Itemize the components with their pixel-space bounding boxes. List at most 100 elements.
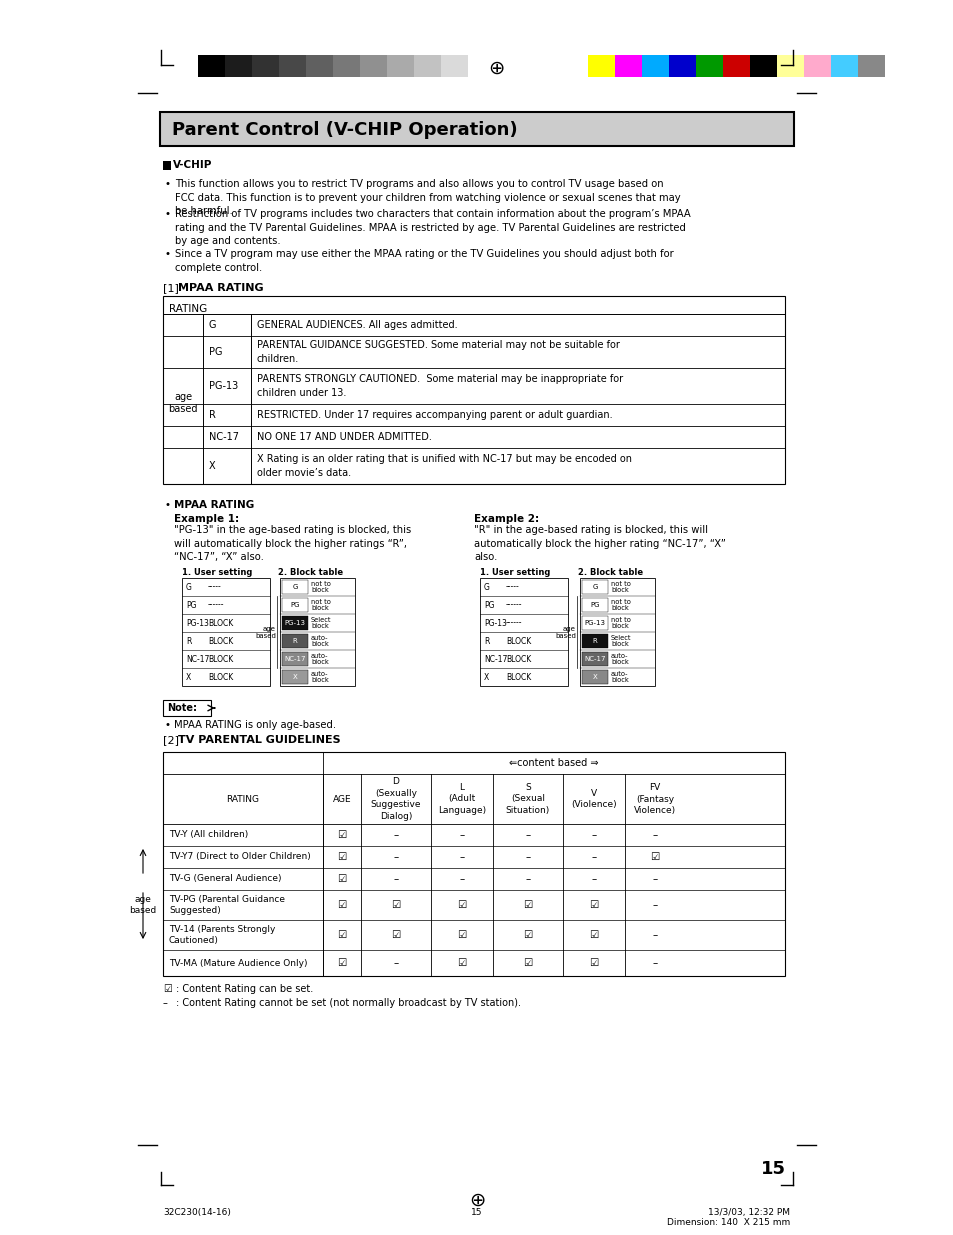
Text: BLOCK: BLOCK xyxy=(208,619,233,627)
Text: PG-13: PG-13 xyxy=(284,620,305,626)
Text: 15: 15 xyxy=(760,1160,785,1178)
Text: not to
block: not to block xyxy=(610,599,630,611)
Text: age
based: age based xyxy=(130,895,156,915)
Text: not to
block: not to block xyxy=(311,580,331,594)
Text: : Content Rating cannot be set (not normally broadcast by TV station).: : Content Rating cannot be set (not norm… xyxy=(175,998,520,1008)
Text: ⊕: ⊕ xyxy=(487,58,503,78)
Text: PG-13: PG-13 xyxy=(483,619,506,627)
Bar xyxy=(359,56,387,77)
Text: –: – xyxy=(459,830,464,840)
Text: –: – xyxy=(652,930,657,940)
Text: S
(Sexual
Situation): S (Sexual Situation) xyxy=(505,783,550,815)
Text: not to
block: not to block xyxy=(311,599,331,611)
Text: PG: PG xyxy=(483,600,494,610)
Text: ☑: ☑ xyxy=(523,900,532,910)
Bar xyxy=(830,56,857,77)
Text: Parent Control (V-CHIP Operation): Parent Control (V-CHIP Operation) xyxy=(172,121,517,140)
Bar xyxy=(163,296,784,484)
Bar xyxy=(581,598,607,613)
Text: RATING: RATING xyxy=(226,794,259,804)
Text: PG-13: PG-13 xyxy=(186,619,209,627)
Bar xyxy=(581,652,607,666)
Bar xyxy=(803,56,830,77)
Text: ☑: ☑ xyxy=(523,930,532,940)
Bar xyxy=(581,580,607,594)
Text: PG: PG xyxy=(209,347,222,357)
Text: not to
block: not to block xyxy=(610,580,630,594)
Text: Select
block: Select block xyxy=(610,635,631,647)
Bar xyxy=(387,56,414,77)
Bar xyxy=(722,56,749,77)
Text: ------: ------ xyxy=(208,600,224,610)
Text: X Rating is an older rating that is unified with NC-17 but may be encoded on
old: X Rating is an older rating that is unif… xyxy=(256,454,631,478)
Text: –: – xyxy=(163,998,168,1008)
Text: –: – xyxy=(393,830,398,840)
Text: "R" in the age-based rating is blocked, this will
automatically block the higher: "R" in the age-based rating is blocked, … xyxy=(474,525,725,562)
Text: X: X xyxy=(186,673,191,682)
Text: age
based: age based xyxy=(555,625,576,638)
Text: [1]: [1] xyxy=(163,283,182,293)
Text: X: X xyxy=(592,674,597,680)
Text: –: – xyxy=(591,852,596,862)
Bar xyxy=(749,56,776,77)
Bar xyxy=(440,56,468,77)
Bar xyxy=(306,56,333,77)
Text: G: G xyxy=(483,583,489,592)
Text: X: X xyxy=(483,673,489,682)
Bar xyxy=(696,56,722,77)
Text: BLOCK: BLOCK xyxy=(505,655,531,663)
Text: TV PARENTAL GUIDELINES: TV PARENTAL GUIDELINES xyxy=(178,735,340,745)
Text: •: • xyxy=(165,209,171,219)
Text: age
based: age based xyxy=(254,625,275,638)
Text: BLOCK: BLOCK xyxy=(208,636,233,646)
Text: –: – xyxy=(459,852,464,862)
Bar xyxy=(282,616,308,630)
Text: TV-14 (Parents Strongly
Cautioned): TV-14 (Parents Strongly Cautioned) xyxy=(169,925,275,945)
Text: ⊕: ⊕ xyxy=(468,1191,485,1209)
Text: RESTRICTED. Under 17 requires accompanying parent or adult guardian.: RESTRICTED. Under 17 requires accompanyi… xyxy=(256,410,612,420)
Bar xyxy=(163,161,171,170)
Text: ⇐content based ⇒: ⇐content based ⇒ xyxy=(509,758,598,768)
Bar xyxy=(668,56,696,77)
Text: –: – xyxy=(591,874,596,884)
Text: "PG-13" in the age-based rating is blocked, this
will automatically block the hi: "PG-13" in the age-based rating is block… xyxy=(173,525,411,562)
Text: V-CHIP: V-CHIP xyxy=(172,161,213,170)
Text: FV
(Fantasy
Violence): FV (Fantasy Violence) xyxy=(634,783,676,815)
Text: •: • xyxy=(165,179,171,189)
Bar xyxy=(776,56,803,77)
Text: PG: PG xyxy=(186,600,196,610)
Text: PG: PG xyxy=(290,601,299,608)
Bar xyxy=(282,652,308,666)
Text: BLOCK: BLOCK xyxy=(208,673,233,682)
Text: MPAA RATING: MPAA RATING xyxy=(173,500,254,510)
Bar xyxy=(278,56,306,77)
Bar xyxy=(282,598,308,613)
Text: MPAA RATING is only age-based.: MPAA RATING is only age-based. xyxy=(173,720,335,730)
Text: NO ONE 17 AND UNDER ADMITTED.: NO ONE 17 AND UNDER ADMITTED. xyxy=(256,432,432,442)
Text: ☑: ☑ xyxy=(589,930,598,940)
Text: [2]: [2] xyxy=(163,735,182,745)
Text: auto-
block: auto- block xyxy=(311,635,329,647)
Text: –: – xyxy=(459,874,464,884)
Text: Example 1:: Example 1: xyxy=(173,514,239,524)
Text: V
(Violence): V (Violence) xyxy=(571,789,617,809)
Text: not to
block: not to block xyxy=(610,616,630,630)
Text: PARENTS STRONGLY CAUTIONED.  Some material may be inappropriate for
children und: PARENTS STRONGLY CAUTIONED. Some materia… xyxy=(256,374,622,398)
Text: R: R xyxy=(186,636,192,646)
Text: PG-13: PG-13 xyxy=(209,382,238,391)
Bar xyxy=(282,580,308,594)
Bar xyxy=(641,56,668,77)
Text: –: – xyxy=(652,830,657,840)
Text: G: G xyxy=(592,584,598,590)
Text: –: – xyxy=(393,958,398,968)
Text: TV-Y7 (Direct to Older Children): TV-Y7 (Direct to Older Children) xyxy=(169,852,311,862)
Bar xyxy=(198,56,225,77)
Bar xyxy=(857,56,884,77)
Text: 1. User setting: 1. User setting xyxy=(479,568,550,577)
Text: •: • xyxy=(165,249,171,259)
Text: ------: ------ xyxy=(505,600,522,610)
Text: -----: ----- xyxy=(505,583,519,592)
Bar xyxy=(163,700,211,716)
Text: TV-G (General Audience): TV-G (General Audience) xyxy=(169,874,281,883)
Text: G: G xyxy=(186,583,192,592)
